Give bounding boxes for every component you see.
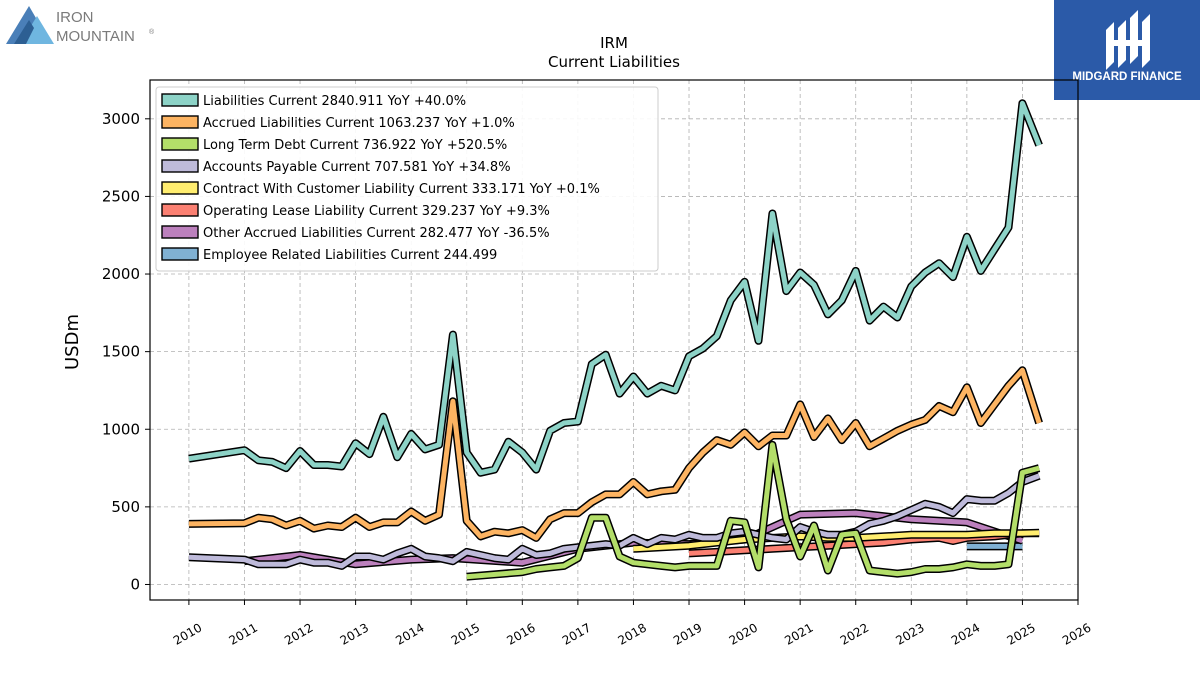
series-line-stroke: [188, 100, 1042, 476]
midgard-emblem-icon: [1106, 10, 1150, 70]
x-tick-label: 2025: [1004, 620, 1037, 647]
logo-line1: IRON: [56, 9, 94, 26]
y-tick-label: 3000: [102, 110, 140, 128]
right-logo-text: MIDGARD FINANCE: [1072, 71, 1182, 83]
x-tick-label: 2014: [393, 620, 426, 647]
series-line: [633, 528, 1040, 553]
x-tick-label: 2016: [504, 620, 537, 647]
x-tick-label: 2020: [727, 620, 760, 647]
y-tick-label: 1500: [102, 343, 140, 361]
chart-title: IRM: [600, 34, 628, 52]
x-tick-label: 2018: [615, 620, 648, 647]
legend-label: Employee Related Liabilities Current 244…: [203, 248, 497, 263]
series-line: [188, 99, 1043, 477]
y-tick-label: 0: [130, 575, 140, 593]
plot-series: [188, 99, 1043, 581]
y-tick-label: 1000: [102, 420, 140, 438]
chart-subtitle: Current Liabilities: [548, 53, 680, 71]
legend-swatch: [161, 115, 199, 129]
legend-label: Accrued Liabilities Current 1063.237 YoY…: [203, 116, 515, 131]
x-tick-label: 2024: [949, 620, 982, 647]
x-tick-label: 2012: [282, 620, 315, 647]
iron-mountain-logo: IRON MOUNTAIN ®: [4, 4, 174, 48]
y-tick-label: 2500: [102, 187, 140, 205]
legend-swatch: [161, 181, 199, 195]
legend-box: [155, 86, 659, 272]
series-line: [466, 440, 1041, 581]
x-tick-label: 2013: [338, 620, 371, 647]
y-tick-label: 500: [111, 498, 140, 516]
legend-label: Contract With Customer Liability Current…: [203, 182, 600, 197]
y-tick-label: 2000: [102, 265, 140, 283]
mountain-icon: IRON MOUNTAIN ®: [6, 6, 155, 45]
legend-label: Accounts Payable Current 707.581 YoY +34…: [203, 160, 511, 175]
legend-swatch: [161, 159, 199, 173]
legend: Liabilities Current 2840.911 YoY +40.0% A…: [155, 86, 659, 272]
x-tick-label: 2010: [171, 620, 204, 647]
x-tick-label: 2017: [560, 620, 593, 647]
midgard-finance-logo: MIDGARD FINANCE: [1054, 0, 1200, 100]
legend-swatch: [161, 225, 199, 239]
plot-frame: [149, 79, 1079, 601]
series-line: [188, 472, 1041, 570]
legend-label: Liabilities Current 2840.911 YoY +40.0%: [203, 94, 466, 109]
x-tick-label: 2026: [1060, 620, 1093, 647]
series-line: [188, 366, 1043, 542]
series-line-stroke: [466, 442, 1040, 580]
x-tick-label: 2015: [449, 620, 482, 647]
series-line-stroke: [633, 530, 1040, 552]
legend-swatch: [161, 93, 199, 107]
legend-swatch: [161, 137, 199, 151]
logo-mark: ®: [149, 28, 155, 36]
y-axis-label: USDm: [62, 314, 83, 370]
series-line-stroke: [188, 367, 1042, 541]
x-tick-label: 2022: [838, 620, 871, 647]
x-tick-label: 2021: [782, 620, 815, 647]
series-line-stroke: [188, 473, 1040, 569]
legend-label: Other Accrued Liabilities Current 282.47…: [203, 226, 550, 241]
legend-swatch: [161, 203, 199, 217]
x-tick-label: 2023: [893, 620, 926, 647]
x-tick-label: 2011: [227, 620, 260, 647]
legend-label: Long Term Debt Current 736.922 YoY +520.…: [203, 138, 507, 153]
x-tick-label: 2019: [671, 620, 704, 647]
logo-line2: MOUNTAIN: [56, 28, 135, 45]
legend-label: Operating Lease Liability Current 329.23…: [203, 204, 550, 219]
legend-swatch: [161, 247, 199, 261]
